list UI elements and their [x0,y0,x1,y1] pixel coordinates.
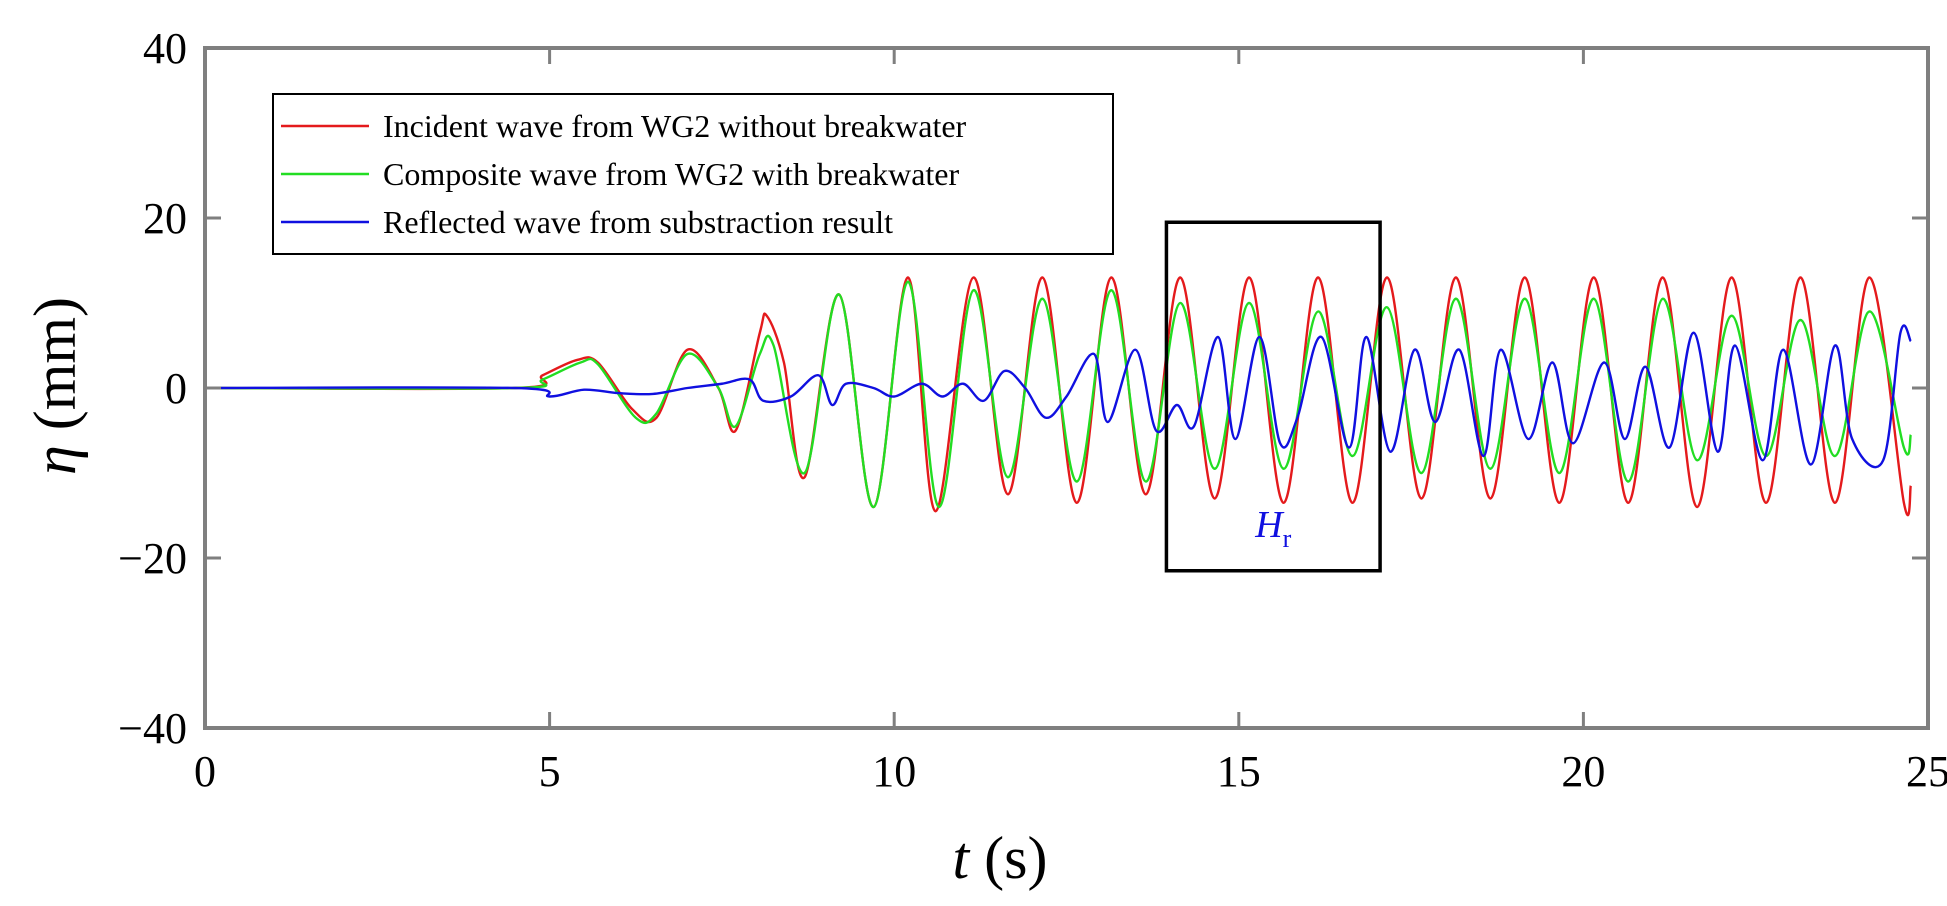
annotation-label-hr: Hr [1254,504,1291,553]
annotation-box [1164,220,1382,573]
y-axis-unit: (mm) [22,297,88,445]
y-tick-label: 0 [165,364,187,413]
y-tick-label: −20 [118,534,187,583]
annotation-layer: Hr [1164,220,1382,573]
x-tick-label: 10 [872,747,916,796]
series-line-incident-wave-from-wg2-without-breakwater [204,276,1912,517]
x-tick-label: 0 [194,747,216,796]
annotation-label-main: H [1254,504,1285,546]
x-tick-label: 25 [1906,747,1947,796]
x-tick-label: 20 [1561,747,1605,796]
legend-label: Incident wave from WG2 without breakwate… [383,108,967,144]
x-axis-unit: (s) [969,825,1047,891]
series-line-reflected-wave-from-substraction-result [204,324,1912,469]
legend: Incident wave from WG2 without breakwate… [272,93,1114,255]
ticks-layer: 0 5 10 15 20 25 −40 −20 0 20 40 [118,24,1947,796]
x-axis-title: t (s) [953,825,1048,891]
x-axis-symbol: t [953,825,971,891]
annotation-label-sub: r [1283,524,1292,553]
legend-box [272,93,1114,255]
legend-label: Reflected wave from substraction result [383,204,893,240]
y-tick-label: −40 [118,704,187,753]
y-tick-label: 20 [143,194,187,243]
series-layer [204,276,1912,517]
y-tick-label: 40 [143,24,187,73]
series-line-composite-wave-from-wg2-with-breakwater [204,280,1912,509]
x-tick-label: 15 [1217,747,1261,796]
y-axis-symbol: η [22,445,88,475]
legend-label: Composite wave from WG2 with breakwater [383,156,959,192]
y-axis-title: η (mm) [22,297,88,475]
x-tick-label: 5 [539,747,561,796]
